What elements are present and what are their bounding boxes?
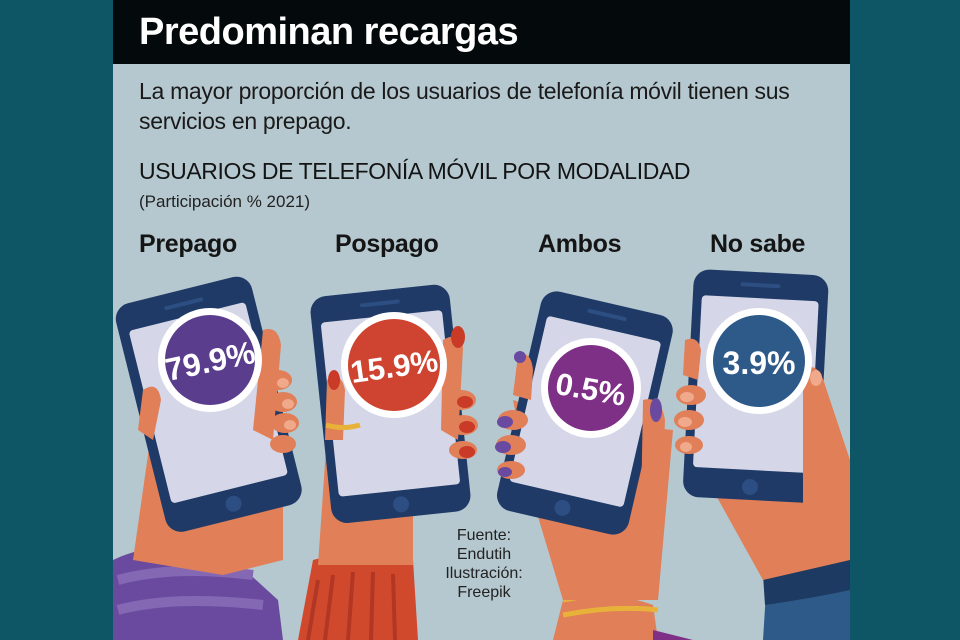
no-sabe-value: 3.9% (723, 345, 796, 381)
infographic-panel: Predominan recargas La mayor proporción … (113, 0, 850, 640)
infographic-title: Predominan recargas (139, 11, 519, 53)
prepago-hand-phone: 79.9% (113, 276, 302, 640)
illustration-label: Ilustración: (445, 565, 523, 582)
pospago-hand-phone: 15.9% (298, 284, 478, 640)
illustration-credit: Freepik (457, 584, 511, 601)
source-credit: Fuente: Endutih Ilustración: Freepik (431, 526, 537, 602)
category-label-pospago: Pospago (335, 230, 439, 258)
chart-title: USUARIOS DE TELEFONÍA MÓVIL POR MODALIDA… (139, 158, 691, 184)
hands-phones-illustration: 79.9% (113, 269, 850, 640)
category-label-prepago: Prepago (139, 230, 237, 258)
source-name: Endutih (456, 546, 512, 563)
category-label-ambos: Ambos (538, 230, 622, 258)
category-label-no-sabe: No sabe (710, 230, 806, 258)
source-label: Fuente: (456, 527, 512, 544)
title-bar: Predominan recargas (113, 0, 850, 64)
chart-unit: (Participación % 2021) (139, 192, 311, 211)
no-sabe-hand-phone: 3.9% (674, 269, 850, 640)
infographic-subtitle: La mayor proporción de los usuarios de t… (139, 78, 790, 134)
ambos-hand-phone: 0.5% (495, 291, 693, 640)
